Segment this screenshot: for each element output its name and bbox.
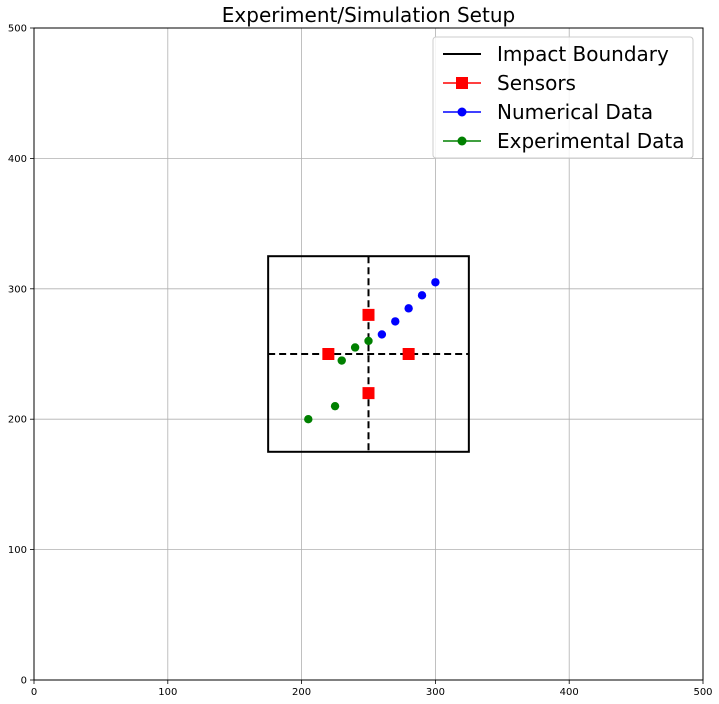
- x-tick-label: 0: [31, 687, 37, 698]
- sensor-marker: [362, 308, 375, 321]
- experimental-data-point: [364, 336, 373, 346]
- x-tick-label: 500: [693, 687, 712, 698]
- x-tick-label: 300: [426, 687, 445, 698]
- experimental-data-point: [337, 356, 346, 365]
- y-tick-label: 200: [8, 415, 27, 426]
- legend-label: Sensors: [497, 71, 576, 95]
- y-tick-label: 0: [21, 676, 27, 687]
- numerical-data-point: [404, 304, 413, 313]
- sensor-marker: [362, 387, 375, 400]
- legend-sensor-marker: [456, 77, 468, 89]
- legend-label: Experimental Data: [497, 129, 684, 153]
- sensor-marker: [402, 348, 415, 360]
- experimental-data-point: [330, 401, 340, 411]
- legend-circle-marker: [457, 136, 467, 146]
- legend-circle-marker: [457, 107, 467, 117]
- impact-boundary: [267, 255, 470, 453]
- numerical-data-point: [431, 278, 440, 287]
- experimental-data-point: [304, 415, 313, 424]
- legend: Impact Boundary Sensors Numerical Data Expe…: [432, 36, 694, 159]
- chart-title: Experiment/Simulation Setup: [222, 3, 515, 27]
- x-tick-label: 400: [560, 687, 579, 698]
- numerical-data-point: [391, 317, 400, 326]
- sensor-marker: [322, 348, 335, 360]
- data-markers: [304, 278, 440, 424]
- y-tick-label: 400: [8, 154, 27, 165]
- experimental-data-point: [350, 343, 360, 352]
- x-tick-label: 100: [158, 687, 177, 698]
- axis-ticks: 0 100 200 300 400 500 0 100 200 300 400 500: [8, 24, 713, 699]
- y-tick-label: 500: [8, 24, 27, 35]
- numerical-data-point: [417, 291, 427, 300]
- x-tick-label: 200: [292, 687, 311, 698]
- legend-label: Impact Boundary: [497, 42, 669, 66]
- y-tick-label: 300: [8, 284, 27, 295]
- y-tick-label: 100: [8, 545, 27, 556]
- plot-area-frame: [33, 27, 704, 681]
- legend-label: Numerical Data: [497, 100, 653, 124]
- legend-box: [432, 36, 694, 159]
- numerical-data-point: [377, 330, 387, 339]
